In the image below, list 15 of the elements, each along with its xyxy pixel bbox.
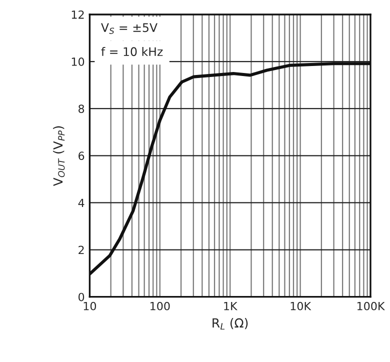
y-tick-label: 0 <box>78 292 84 302</box>
y-axis-title: V$_{OUT}$ (V$_{PP}$) <box>53 126 65 186</box>
annotation: V$_{S}$ = ±5V <box>101 23 158 34</box>
x-axis-title: R$_{L}$ (Ω) <box>212 318 248 330</box>
y-tick-label: 4 <box>78 198 84 207</box>
y-tick-label: 6 <box>78 152 84 160</box>
x-tick-label: 100K <box>357 302 385 310</box>
y-tick-label: 12 <box>72 10 84 19</box>
x-tick-label: 10K <box>290 302 312 310</box>
x-tick-label: 1K <box>224 302 238 310</box>
y-tick-label: 8 <box>78 104 84 113</box>
y-tick-label: 10 <box>72 58 84 66</box>
x-tick-label: 100 <box>150 302 170 310</box>
y-tick-label: 2 <box>78 246 84 254</box>
annotation: f = 10 kHz <box>101 46 163 56</box>
